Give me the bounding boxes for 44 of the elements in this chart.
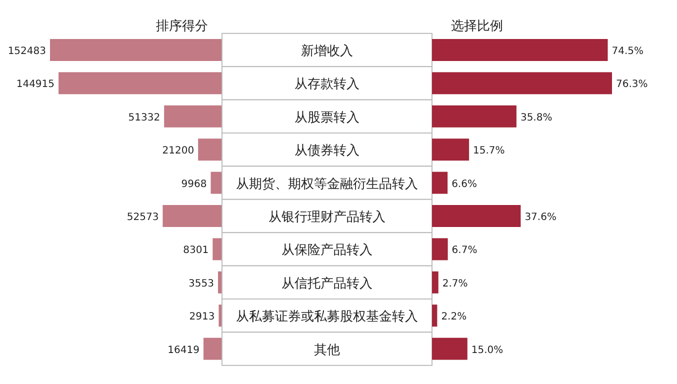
y-tick-label: 从银行理财产品转入 [268, 210, 386, 225]
data-label: 152483 [8, 46, 46, 57]
bar [164, 105, 222, 128]
data-label: 74.5% [612, 46, 644, 57]
chart-title: 排序得分 [156, 18, 208, 34]
data-label: 15.7% [473, 146, 505, 157]
bar [432, 138, 470, 161]
chart-title: 选择比例 [451, 19, 503, 34]
bar [210, 172, 222, 194]
bar [432, 338, 468, 360]
y-tick-label: 从保险产品转入 [282, 243, 372, 258]
data-label: 15.0% [471, 344, 504, 356]
data-label: 51332 [128, 112, 160, 124]
data-label: 8301 [183, 245, 209, 256]
data-label: 3553 [188, 278, 214, 290]
bar [432, 304, 438, 327]
data-label: 37.6% [524, 212, 556, 223]
y-tick-label: 其他 [314, 342, 340, 358]
y-tick-label: 从信托产品转入 [282, 276, 372, 292]
data-label: 21200 [162, 146, 194, 157]
data-label: 6.6% [452, 178, 477, 190]
data-label: 9968 [181, 178, 207, 190]
data-label: 2913 [189, 312, 215, 323]
y-tick-label: 从存款转入 [294, 77, 360, 92]
bar [432, 238, 448, 260]
data-label: 2.7% [442, 278, 468, 290]
bar [432, 172, 448, 194]
y-tick-label: 从股票转入 [294, 110, 360, 126]
data-label: 35.8% [520, 112, 552, 124]
data-label: 52573 [126, 212, 159, 223]
bar [162, 205, 222, 227]
data-label: 6.7% [452, 245, 478, 256]
data-label: 16419 [168, 344, 200, 356]
bar [203, 338, 222, 360]
data-label: 2.2% [441, 312, 467, 323]
y-tick-label: 从私募证券或私募股权基金转入 [236, 310, 418, 325]
data-label: 76.3% [616, 79, 648, 90]
data-label: 144915 [16, 79, 55, 90]
bar [432, 271, 438, 294]
y-tick-label: 新增收入 [301, 44, 353, 59]
y-tick-label: 从债券转入 [294, 144, 360, 159]
y-tick-label: 从期货、期权等金融衍生品转入 [236, 176, 418, 192]
bar [212, 238, 222, 260]
bar [198, 138, 222, 161]
